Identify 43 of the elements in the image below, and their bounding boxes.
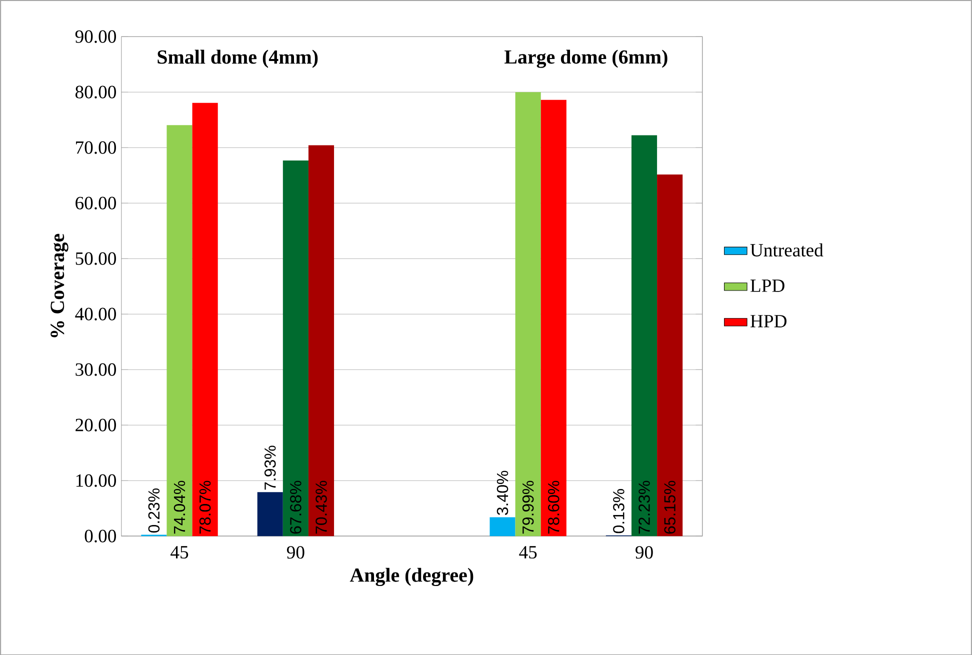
data-label: 72.23% (638, 480, 650, 534)
data-label: 67.68% (290, 480, 302, 534)
bar (282, 160, 308, 536)
y-tick-label: 20.00 (76, 418, 116, 432)
y-tick-label: 30.00 (76, 363, 116, 376)
data-label: 79.99% (522, 480, 534, 534)
x-tick-label: 45 (170, 546, 188, 558)
x-tick-label: 90 (286, 546, 304, 558)
y-tick-label: 50.00 (76, 252, 116, 265)
data-label: 0.23% (148, 488, 160, 532)
y-axis-title: % Coverage (50, 234, 68, 337)
y-tick-label: 10.00 (76, 474, 116, 487)
x-axis-title: Angle (degree) (350, 568, 474, 586)
legend-label: LPD (750, 279, 784, 292)
y-tick-label: 40.00 (75, 308, 116, 320)
data-label: 3.40% (496, 470, 508, 515)
legend-label: HPD (750, 314, 786, 328)
data-label: 7.93% (264, 446, 276, 490)
bar (166, 124, 192, 536)
y-tick-label: 70.00 (76, 141, 116, 154)
x-tick-label: 90 (636, 546, 653, 558)
bar (657, 174, 683, 536)
y-tick-label: 60.00 (76, 196, 116, 210)
data-label: 0.13% (613, 488, 624, 533)
x-tick-label: 45 (519, 546, 537, 558)
legend-label: Untreated (750, 243, 824, 256)
annotation: Small dome (4mm) (158, 50, 318, 68)
bar (515, 92, 541, 536)
bar (192, 102, 218, 536)
bar (308, 144, 334, 536)
bar (257, 492, 283, 536)
data-label: 65.15% (664, 480, 676, 534)
y-tick-label: 0.00 (84, 530, 116, 542)
y-tick-label: 90.00 (75, 30, 116, 43)
data-label: 70.43% (316, 480, 327, 534)
data-label: 74.04% (174, 480, 186, 534)
y-tick-label: 80.00 (76, 86, 116, 98)
bar (540, 100, 566, 536)
data-label: 78.07% (199, 480, 211, 534)
data-label: 78.60% (548, 480, 560, 534)
bar (631, 134, 658, 536)
bar (490, 516, 516, 536)
annotation: Large dome (6mm) (504, 49, 668, 68)
